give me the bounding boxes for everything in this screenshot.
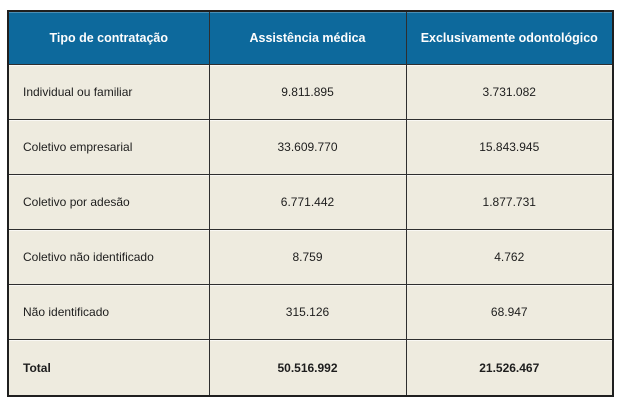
table-row: Coletivo não identificado 8.759 4.762 (7, 229, 614, 285)
table-body: Individual ou familiar 9.811.895 3.731.0… (7, 64, 614, 397)
value-dental-total: 21.526.467 (405, 339, 614, 397)
header-row: Tipo de contratação Assistência médica E… (7, 10, 614, 65)
value-medical-coletivo-nao-identificado: 8.759 (208, 229, 407, 285)
value-dental-coletivo-adesao: 1.877.731 (405, 174, 614, 230)
row-label-total: Total (7, 339, 210, 397)
column-header-contract-type: Tipo de contratação (7, 10, 210, 65)
value-dental-nao-identificado: 68.947 (405, 284, 614, 340)
value-medical-coletivo-empresarial: 33.609.770 (208, 119, 407, 175)
total-row: Total 50.516.992 21.526.467 (7, 339, 614, 397)
value-dental-coletivo-nao-identificado: 4.762 (405, 229, 614, 285)
row-label-nao-identificado: Não identificado (7, 284, 210, 340)
beneficiaries-by-contract-type-table: Tipo de contratação Assistência médica E… (7, 10, 614, 397)
value-medical-total: 50.516.992 (208, 339, 407, 397)
value-dental-individual: 3.731.082 (405, 64, 614, 120)
row-label-coletivo-empresarial: Coletivo empresarial (7, 119, 210, 175)
table-row: Coletivo empresarial 33.609.770 15.843.9… (7, 119, 614, 175)
table-row: Coletivo por adesão 6.771.442 1.877.731 (7, 174, 614, 230)
row-label-coletivo-adesao: Coletivo por adesão (7, 174, 210, 230)
value-medical-coletivo-adesao: 6.771.442 (208, 174, 407, 230)
row-label-individual: Individual ou familiar (7, 64, 210, 120)
table-header: Tipo de contratação Assistência médica E… (7, 10, 614, 65)
column-header-medical-assistance: Assistência médica (208, 10, 407, 65)
value-medical-individual: 9.811.895 (208, 64, 407, 120)
row-label-coletivo-nao-identificado: Coletivo não identificado (7, 229, 210, 285)
table-row: Não identificado 315.126 68.947 (7, 284, 614, 340)
beneficiaries-table-container: Tipo de contratação Assistência médica E… (7, 10, 614, 397)
table-row: Individual ou familiar 9.811.895 3.731.0… (7, 64, 614, 120)
value-dental-coletivo-empresarial: 15.843.945 (405, 119, 614, 175)
value-medical-nao-identificado: 315.126 (208, 284, 407, 340)
column-header-dental-only: Exclusivamente odontológico (405, 10, 614, 65)
